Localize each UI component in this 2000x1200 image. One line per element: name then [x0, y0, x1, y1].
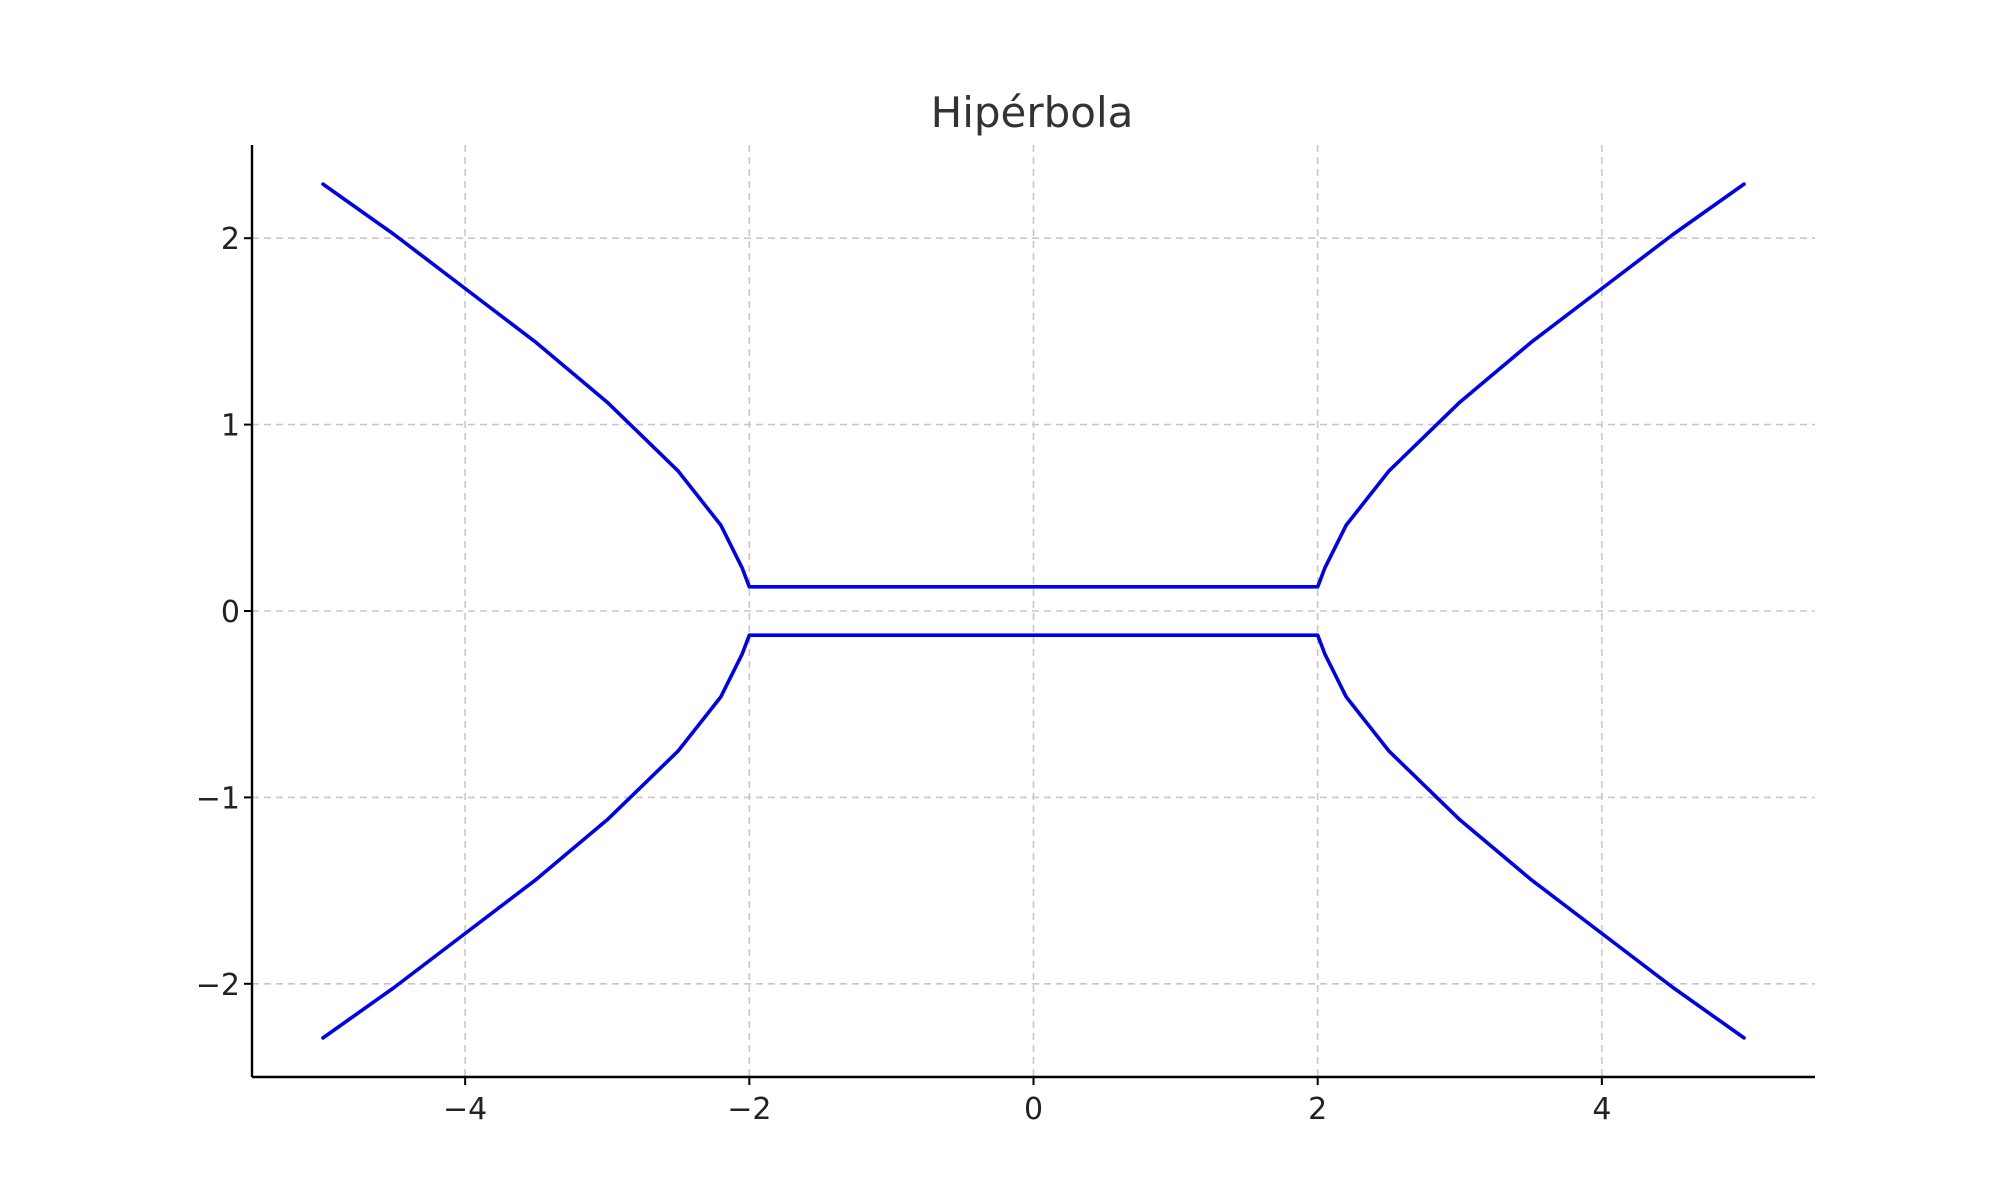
series-line-0 [321, 182, 1746, 589]
y-tick-label: 1 [221, 409, 240, 444]
x-tick-labels: −4 −2 0 2 4 [443, 1092, 1611, 1127]
x-tick-label: 4 [1592, 1092, 1611, 1127]
axes [244, 145, 1815, 1085]
curve-layer [321, 182, 1746, 1040]
y-tick-labels: −2 −1 0 1 2 [196, 222, 240, 1003]
grid-lines [252, 145, 1815, 1077]
x-tick-label: −4 [443, 1092, 487, 1127]
y-tick-label: 0 [221, 595, 240, 630]
x-tick-label: 2 [1308, 1092, 1327, 1127]
y-tick-label: 2 [221, 222, 240, 257]
chart-title: Hipérbola [931, 88, 1134, 137]
x-tick-label: 0 [1024, 1092, 1043, 1127]
x-tick-label: −2 [727, 1092, 771, 1127]
y-tick-label: −2 [196, 968, 240, 1003]
y-tick-label: −1 [196, 781, 240, 816]
series-line-1 [321, 633, 1746, 1040]
